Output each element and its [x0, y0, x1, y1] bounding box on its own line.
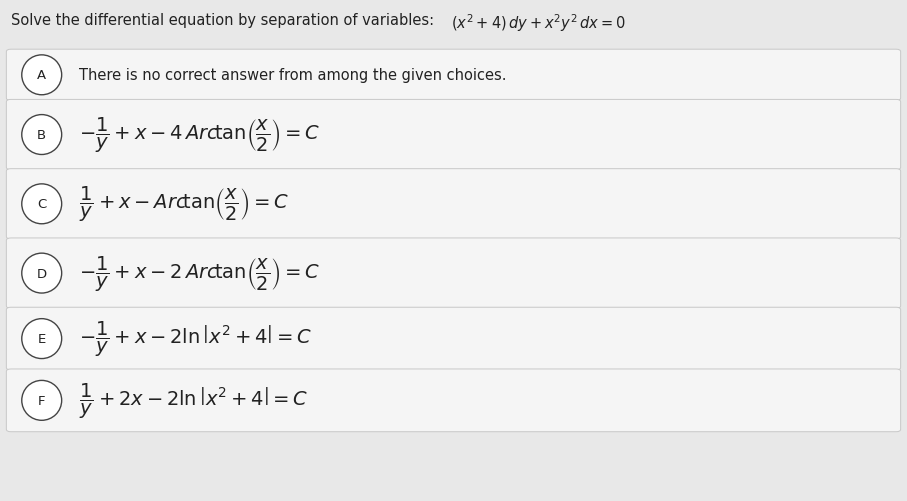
FancyBboxPatch shape [6, 169, 901, 239]
FancyBboxPatch shape [6, 50, 901, 101]
Ellipse shape [22, 184, 62, 224]
FancyBboxPatch shape [6, 308, 901, 370]
Ellipse shape [22, 56, 62, 96]
Ellipse shape [22, 381, 62, 420]
FancyBboxPatch shape [6, 100, 901, 170]
FancyBboxPatch shape [6, 238, 901, 309]
Text: C: C [37, 198, 46, 211]
Text: $-\dfrac{1}{y}+x-4\,Arc\!\tan\!\left(\dfrac{x}{2}\right)=C$: $-\dfrac{1}{y}+x-4\,Arc\!\tan\!\left(\df… [79, 116, 320, 155]
Ellipse shape [22, 115, 62, 155]
Text: E: E [37, 333, 46, 345]
Text: $-\dfrac{1}{y}+x-2\,Arc\!\tan\!\left(\dfrac{x}{2}\right)=C$: $-\dfrac{1}{y}+x-2\,Arc\!\tan\!\left(\df… [79, 254, 320, 293]
Text: $\dfrac{1}{y}+2x-2\ln\left|x^2+4\right|=C$: $\dfrac{1}{y}+2x-2\ln\left|x^2+4\right|=… [79, 381, 308, 420]
Ellipse shape [22, 319, 62, 359]
Text: A: A [37, 69, 46, 82]
Ellipse shape [22, 254, 62, 294]
Text: $(x^2+4)\,dy+x^2y^2\,dx=0$: $(x^2+4)\,dy+x^2y^2\,dx=0$ [451, 13, 626, 34]
Text: $\dfrac{1}{y}+x-Arc\!\tan\!\left(\dfrac{x}{2}\right)=C$: $\dfrac{1}{y}+x-Arc\!\tan\!\left(\dfrac{… [79, 185, 289, 224]
Text: There is no correct answer from among the given choices.: There is no correct answer from among th… [79, 68, 506, 83]
Text: Solve the differential equation by separation of variables:: Solve the differential equation by separ… [11, 13, 439, 28]
Text: $-\dfrac{1}{y}+x-2\ln\left|x^2+4\right|=C$: $-\dfrac{1}{y}+x-2\ln\left|x^2+4\right|=… [79, 320, 312, 358]
Text: F: F [38, 394, 45, 407]
FancyBboxPatch shape [6, 369, 901, 432]
Text: D: D [36, 267, 47, 280]
Text: B: B [37, 129, 46, 142]
